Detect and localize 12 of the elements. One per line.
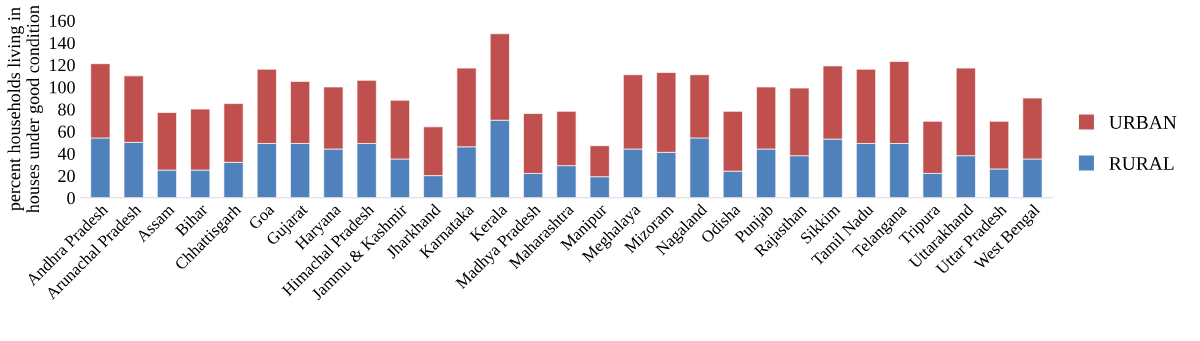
y-tick-label: 160: [50, 14, 75, 27]
y-tick-label: 60: [58, 125, 75, 138]
y-axis-title: percent households living in houses under good condition: [7, 5, 43, 213]
y-tick-label: 80: [58, 103, 75, 116]
y-tick-label: 40: [57, 147, 75, 160]
legend-label: RURAL: [1109, 157, 1174, 171]
y-tick-label: 120: [50, 59, 75, 72]
y-tick-label: 140: [50, 36, 75, 50]
legend-label: URBAN: [1109, 115, 1177, 129]
y-tick-label: 100: [50, 81, 75, 94]
y-tick-label: 20: [58, 169, 75, 183]
y-tick-label: 0: [67, 192, 75, 205]
